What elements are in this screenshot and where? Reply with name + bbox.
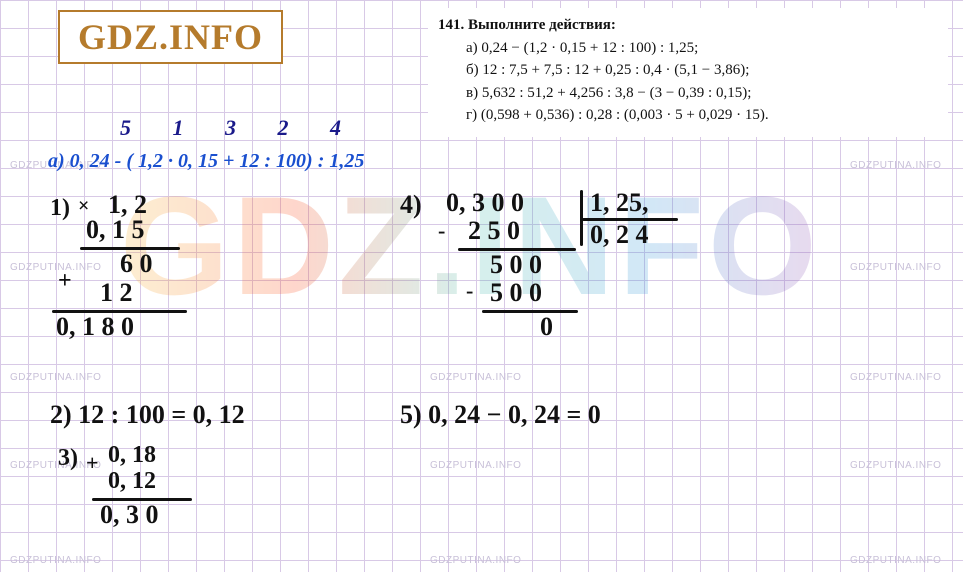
- watermark-text: GDZPUTINA.INFO: [850, 460, 941, 471]
- problem-statement: 141. Выполните действия: а) 0,24 − (1,2 …: [428, 8, 948, 137]
- watermark-text: GDZPUTINA.INFO: [430, 460, 521, 471]
- problem-title: Выполните действия:: [468, 17, 616, 33]
- step2: 2) 12 : 100 = 0, 12: [50, 400, 245, 430]
- step4-minus2-icon: -: [466, 278, 473, 304]
- site-logo: GDZ.INFO: [58, 10, 283, 64]
- step4-minus1-icon: -: [438, 218, 445, 244]
- watermark-text: GDZPUTINA.INFO: [850, 262, 941, 273]
- watermark-text: GDZPUTINA.INFO: [850, 372, 941, 383]
- problem-number: 141.: [438, 17, 464, 33]
- watermark-text: GDZPUTINA.INFO: [10, 555, 101, 566]
- problem-line-a: а) 0,24 − (1,2 · 0,15 + 12 : 100) : 1,25…: [438, 37, 938, 60]
- problem-line-d: г) (0,598 + 0,536) : 0,28 : (0,003 · 5 +…: [438, 104, 938, 127]
- watermark-text: GDZPUTINA.INFO: [850, 555, 941, 566]
- step1-factor-b: 0, 1 5: [86, 215, 145, 245]
- operation-order: 5 1 3 2 4: [120, 115, 359, 141]
- watermark-text: GDZPUTINA.INFO: [430, 555, 521, 566]
- step4-divisor: 1, 25,: [590, 188, 649, 218]
- step3-result: 0, 3 0: [100, 500, 159, 530]
- step1-partial-2: 1 2: [100, 278, 133, 308]
- step4-rem1: 5 0 0: [490, 250, 542, 280]
- watermark-text: GDZPUTINA.INFO: [10, 262, 101, 273]
- step4-sub2: 5 0 0: [490, 278, 542, 308]
- expression-a: а) 0, 24 - ( 1,2 · 0, 15 + 12 : 100) : 1…: [48, 150, 364, 173]
- problem-line-b: б) 12 : 7,5 + 7,5 : 12 + 0,25 : 0,4 · (5…: [438, 59, 938, 82]
- step3-a: 0, 18: [108, 442, 156, 469]
- step3-label: 3): [58, 445, 78, 472]
- step3-b: 0, 12: [108, 468, 156, 495]
- watermark-text: GDZPUTINA.INFO: [10, 372, 101, 383]
- problem-line-c: в) 5,632 : 51,2 + 4,256 : 3,8 − (3 − 0,3…: [438, 82, 938, 105]
- step4-sub1: 2 5 0: [468, 216, 520, 246]
- step4-quotient: 0, 2 4: [590, 220, 649, 250]
- step1-result: 0, 1 8 0: [56, 312, 134, 342]
- step5: 5) 0, 24 − 0, 24 = 0: [400, 400, 601, 430]
- watermark-text: GDZPUTINA.INFO: [430, 372, 521, 383]
- step4-rule2: [482, 310, 578, 313]
- step3-plus-icon: +: [86, 450, 99, 476]
- step1-plus-icon: +: [58, 268, 72, 295]
- step4-dividend: 0, 3 0 0: [446, 188, 524, 218]
- step4-zero: 0: [540, 312, 553, 342]
- step4-label: 4): [400, 190, 422, 220]
- watermark-text: GDZPUTINA.INFO: [850, 160, 941, 171]
- step1-label: 1): [50, 195, 70, 222]
- step1-partial-1: 6 0: [120, 249, 153, 279]
